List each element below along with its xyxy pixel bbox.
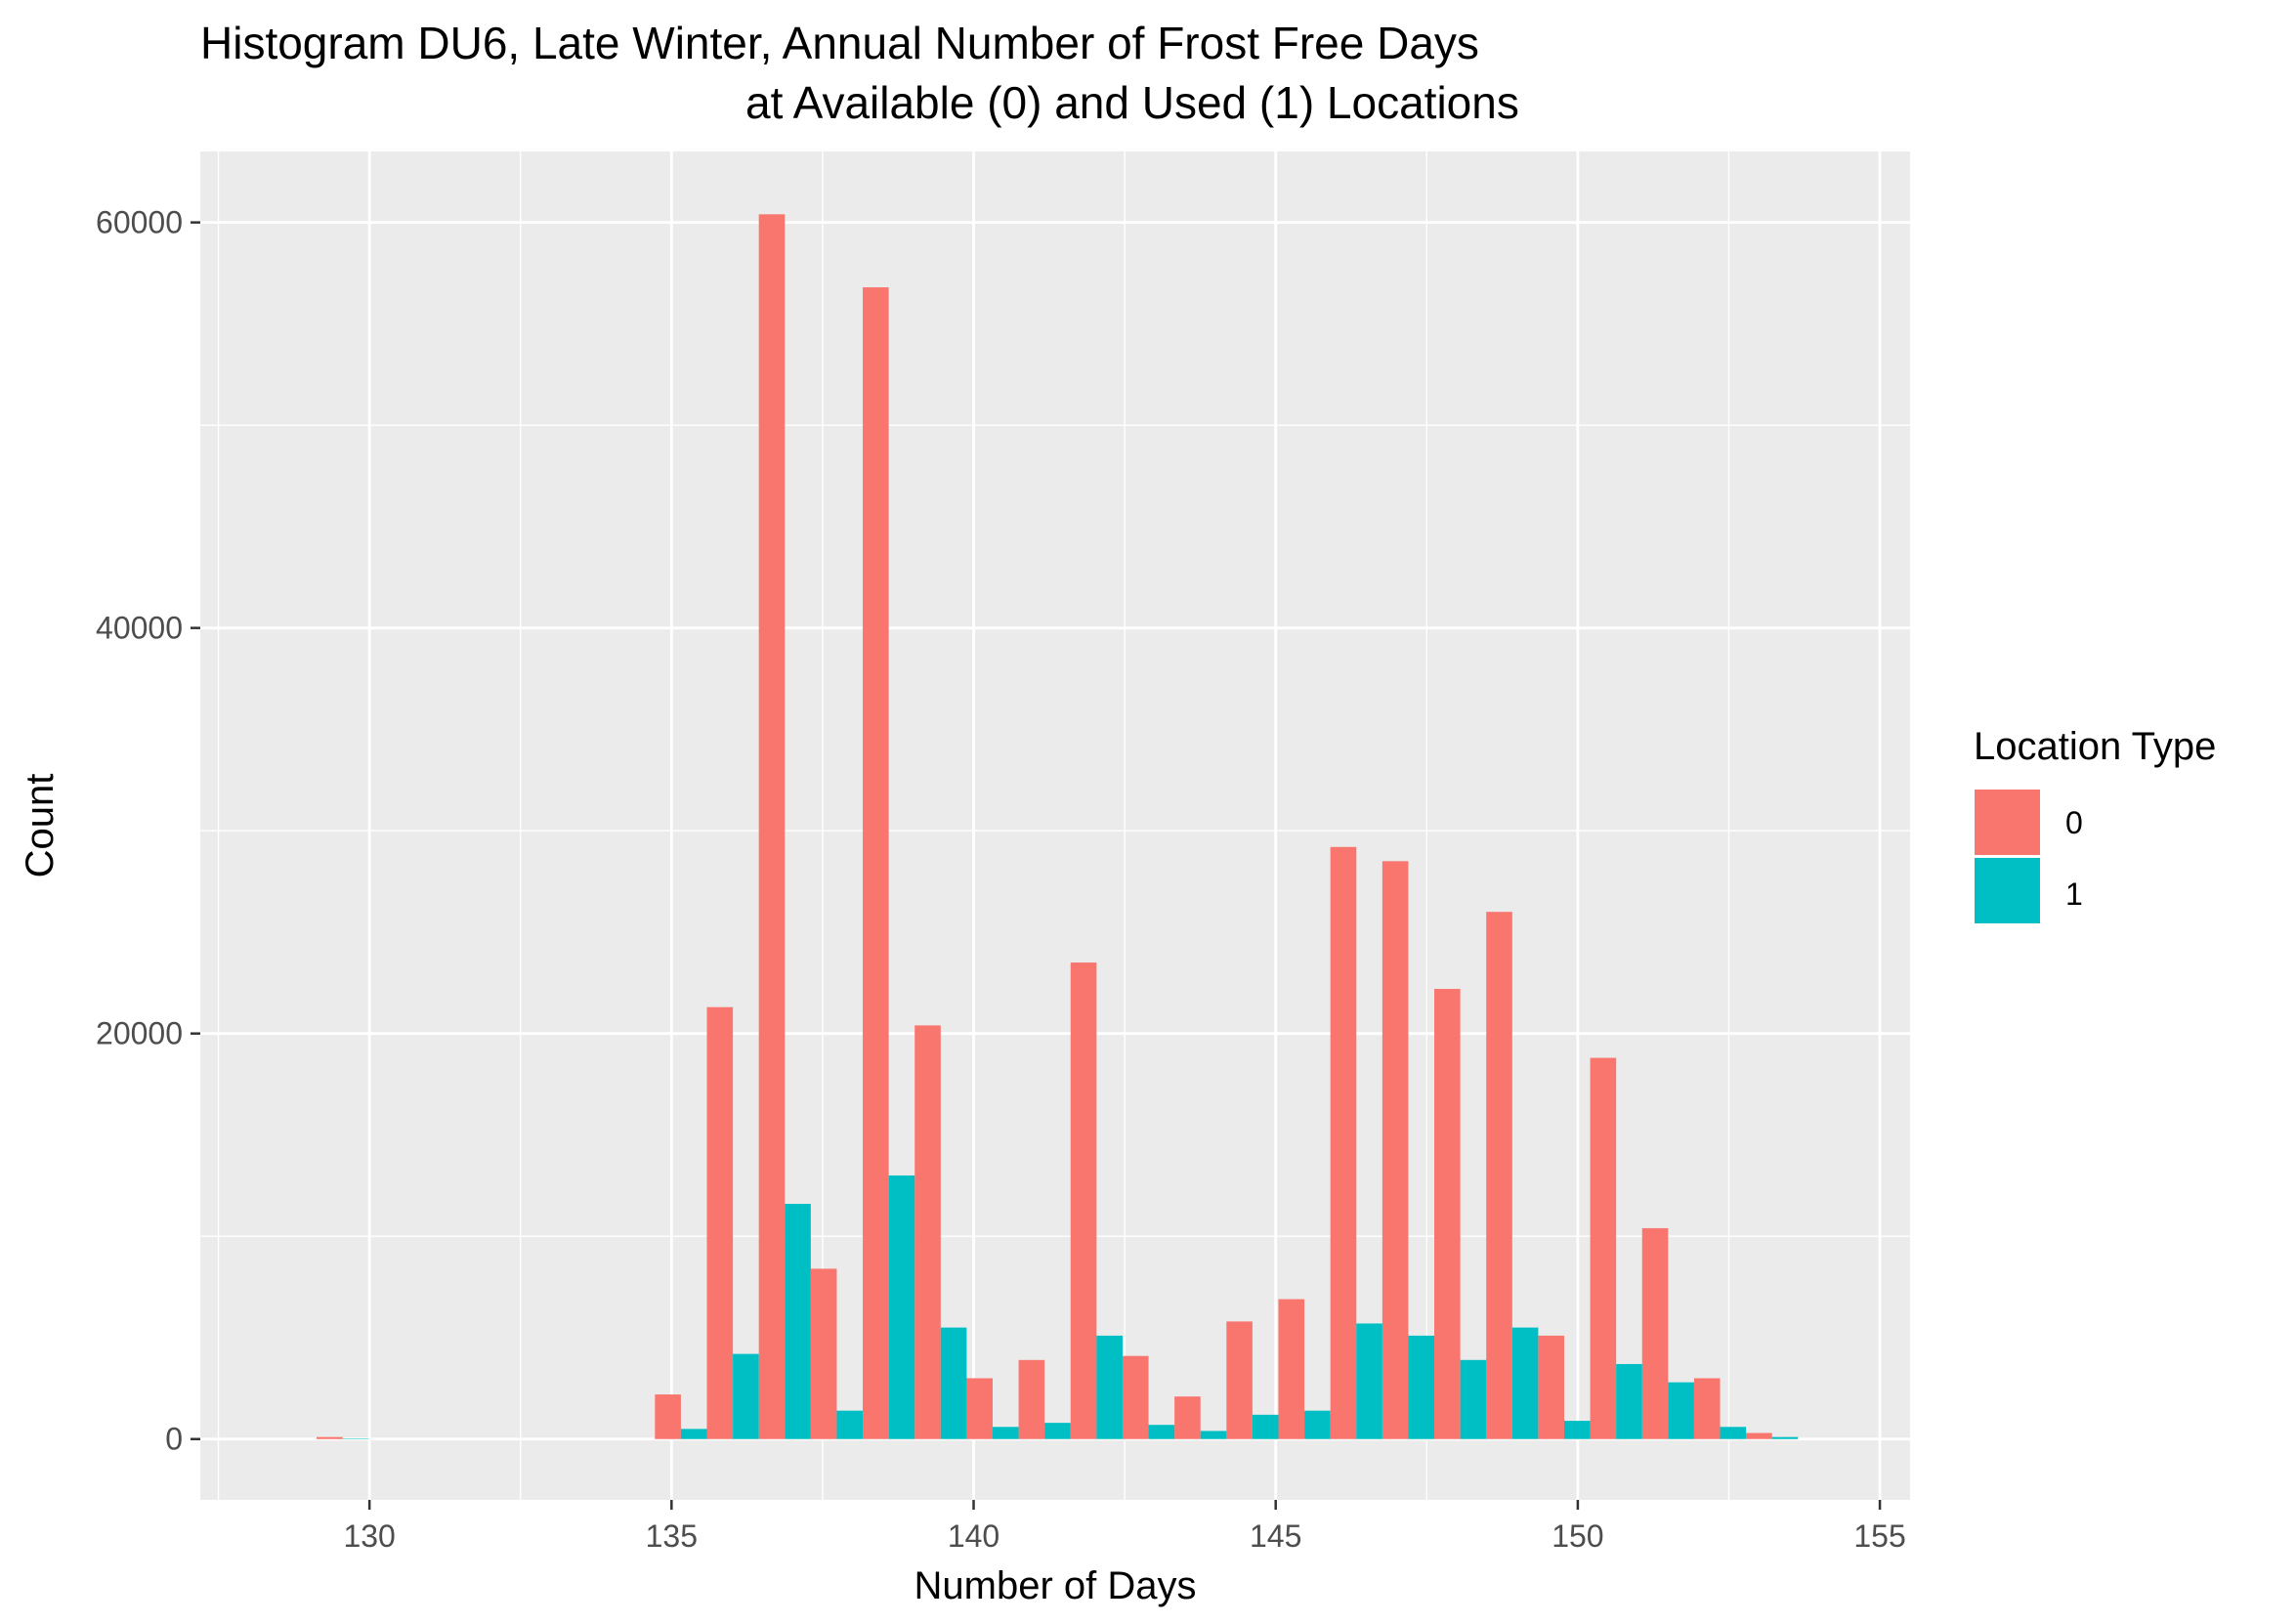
bar-series-1-18 [1563,1421,1591,1439]
bar-series-1-1 [680,1429,707,1439]
x-tick-label: 140 [948,1518,999,1554]
bar-series-1-2 [733,1353,759,1439]
bar-series-0-0 [317,1436,343,1439]
legend-label-series-0: 0 [2065,805,2083,840]
x-tick-label: 145 [1250,1518,1301,1554]
chart-title: Histogram DU6, Late Winter, Annual Numbe… [200,18,1479,68]
bar-series-1-4 [836,1410,864,1439]
bar-series-1-12 [1252,1414,1279,1439]
legend-swatch-series-1 [1975,858,2040,923]
bar-series-1-8 [1044,1423,1071,1439]
bar-series-0-1 [655,1394,681,1439]
bar-series-1-9 [1096,1335,1123,1439]
bar-series-0-13 [1278,1299,1305,1439]
legend-title: Location Type [1974,725,2216,768]
y-tick-label: 60000 [96,205,183,240]
bar-series-0-9 [1070,962,1097,1439]
x-tick-label: 150 [1552,1518,1603,1554]
bar-series-0-20 [1641,1227,1669,1439]
histogram-bars [317,214,1799,1439]
bar-series-0-17 [1486,912,1512,1439]
x-tick-label: 130 [343,1518,395,1554]
bar-series-0-10 [1122,1355,1149,1439]
bar-series-0-22 [1746,1432,1772,1439]
bar-series-0-8 [1018,1359,1045,1439]
bar-series-1-20 [1668,1382,1694,1439]
bar-series-1-13 [1304,1410,1331,1439]
bar-series-1-14 [1356,1323,1382,1439]
bar-series-0-2 [706,1006,734,1439]
bar-series-0-3 [758,214,786,1439]
bar-series-0-7 [966,1378,993,1439]
bar-series-1-22 [1771,1436,1799,1439]
bar-series-1-15 [1408,1335,1435,1439]
bar-series-0-16 [1434,989,1461,1439]
bar-series-0-6 [914,1025,941,1439]
bar-series-0-5 [863,287,889,1439]
bar-series-1-0 [342,1438,369,1439]
bar-series-1-17 [1511,1327,1539,1439]
x-axis-ticks: 130 135 140 145 150 155 [343,1500,1906,1554]
bar-series-0-12 [1226,1321,1253,1439]
bar-series-1-10 [1148,1425,1175,1439]
bar-series-1-16 [1460,1359,1487,1439]
bar-series-0-18 [1538,1335,1564,1439]
plot-panel [200,151,1910,1500]
x-tick-label: 155 [1853,1518,1905,1554]
grid-minor-lines [200,151,1910,1500]
bar-series-0-14 [1330,846,1357,1439]
legend-swatch-series-0 [1975,790,2040,855]
bar-series-0-15 [1382,861,1409,1439]
y-tick-label: 20000 [96,1016,183,1051]
bar-series-0-11 [1174,1396,1201,1439]
bar-series-1-11 [1200,1431,1227,1439]
y-axis-title: Count [19,774,62,878]
y-tick-label: 0 [165,1422,183,1457]
y-axis-ticks: 0 20000 40000 60000 [96,205,200,1457]
bar-series-0-21 [1693,1378,1721,1439]
y-tick-label: 40000 [96,611,183,646]
legend: Location Type 0 1 [1974,725,2216,923]
bar-series-1-7 [992,1427,1019,1439]
bar-series-1-6 [940,1327,967,1439]
chart-subtitle: at Available (0) and Used (1) Locations [745,77,1519,128]
bar-series-1-3 [785,1204,811,1439]
legend-label-series-1: 1 [2065,876,2083,912]
x-axis-title: Number of Days [914,1564,1197,1607]
x-tick-label: 135 [646,1518,698,1554]
bar-series-1-19 [1616,1363,1642,1439]
bar-series-1-5 [888,1175,915,1439]
bar-series-0-4 [810,1268,837,1439]
bar-series-0-19 [1590,1057,1617,1439]
bar-series-1-21 [1720,1427,1747,1439]
